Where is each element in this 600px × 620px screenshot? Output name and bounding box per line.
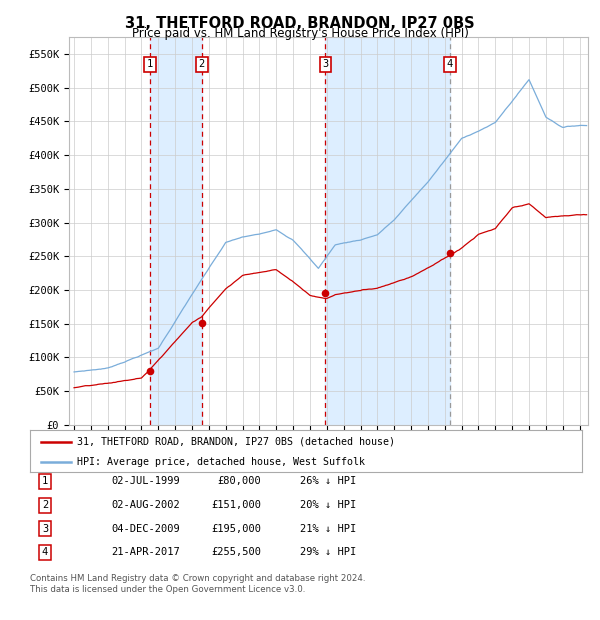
- Text: 3: 3: [42, 524, 48, 534]
- Text: 1: 1: [147, 59, 153, 69]
- Text: 21% ↓ HPI: 21% ↓ HPI: [300, 524, 356, 534]
- Text: HPI: Average price, detached house, West Suffolk: HPI: Average price, detached house, West…: [77, 457, 365, 467]
- Text: £80,000: £80,000: [217, 476, 261, 486]
- Text: Price paid vs. HM Land Registry's House Price Index (HPI): Price paid vs. HM Land Registry's House …: [131, 27, 469, 40]
- Text: 02-JUL-1999: 02-JUL-1999: [111, 476, 180, 486]
- Text: 3: 3: [322, 59, 329, 69]
- Bar: [150, 37, 202, 425]
- Bar: [325, 37, 450, 425]
- Text: £255,500: £255,500: [211, 547, 261, 557]
- Text: 29% ↓ HPI: 29% ↓ HPI: [300, 547, 356, 557]
- Text: £195,000: £195,000: [211, 524, 261, 534]
- Text: 31, THETFORD ROAD, BRANDON, IP27 0BS (detached house): 31, THETFORD ROAD, BRANDON, IP27 0BS (de…: [77, 436, 395, 446]
- Text: 26% ↓ HPI: 26% ↓ HPI: [300, 476, 356, 486]
- Text: 4: 4: [42, 547, 48, 557]
- Text: 04-DEC-2009: 04-DEC-2009: [111, 524, 180, 534]
- Text: 1: 1: [42, 476, 48, 486]
- Text: This data is licensed under the Open Government Licence v3.0.: This data is licensed under the Open Gov…: [30, 585, 305, 594]
- Text: Contains HM Land Registry data © Crown copyright and database right 2024.: Contains HM Land Registry data © Crown c…: [30, 574, 365, 583]
- Text: 20% ↓ HPI: 20% ↓ HPI: [300, 500, 356, 510]
- Text: 4: 4: [447, 59, 453, 69]
- Text: £151,000: £151,000: [211, 500, 261, 510]
- Text: 21-APR-2017: 21-APR-2017: [111, 547, 180, 557]
- Text: 2: 2: [199, 59, 205, 69]
- Text: 2: 2: [42, 500, 48, 510]
- Text: 31, THETFORD ROAD, BRANDON, IP27 0BS: 31, THETFORD ROAD, BRANDON, IP27 0BS: [125, 16, 475, 30]
- Text: 02-AUG-2002: 02-AUG-2002: [111, 500, 180, 510]
